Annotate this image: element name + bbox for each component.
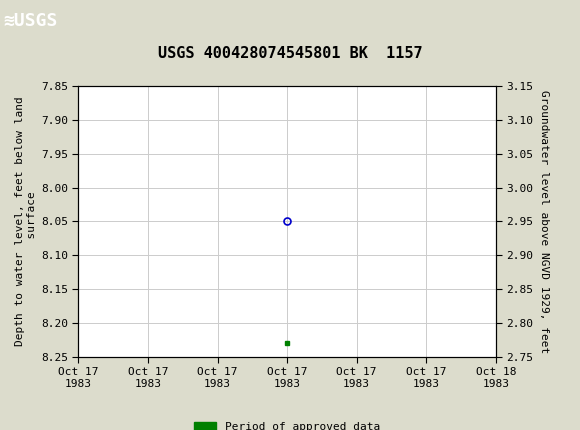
Y-axis label: Depth to water level, feet below land
  surface: Depth to water level, feet below land su… xyxy=(15,97,37,346)
Text: ≋USGS: ≋USGS xyxy=(3,12,57,30)
Text: USGS 400428074545801 BK  1157: USGS 400428074545801 BK 1157 xyxy=(158,46,422,61)
Legend: Period of approved data: Period of approved data xyxy=(190,418,385,430)
Y-axis label: Groundwater level above NGVD 1929, feet: Groundwater level above NGVD 1929, feet xyxy=(539,90,549,353)
